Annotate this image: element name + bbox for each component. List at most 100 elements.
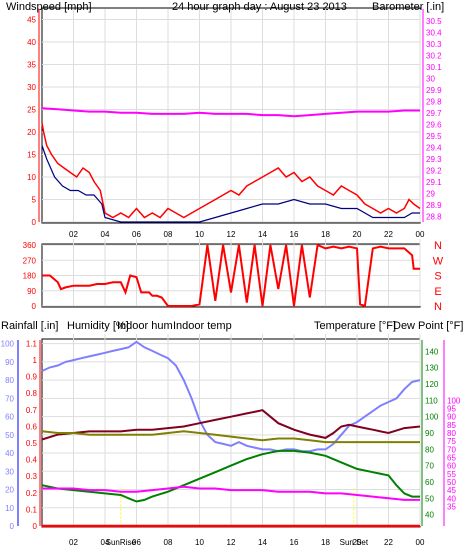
barometer-tick-label: 29.6 bbox=[426, 120, 442, 129]
humidity-tick-label: 90 bbox=[5, 358, 14, 367]
windspeed-tick-label: 15 bbox=[27, 151, 36, 160]
sun-marker-label: SunRise bbox=[106, 538, 137, 547]
windspeed-tick-label: 0 bbox=[32, 218, 37, 227]
compass-label: E bbox=[434, 286, 441, 298]
humidity-tick-label: 20 bbox=[5, 486, 14, 495]
rainfall-tick-label: 1.1 bbox=[26, 339, 38, 348]
legend-indoor-hum: Indoor hum bbox=[117, 320, 173, 332]
dewpoint-tick-label: 40 bbox=[447, 494, 456, 503]
humidity-tick-label: 70 bbox=[5, 394, 14, 403]
windspeed-tick-label: 40 bbox=[27, 38, 36, 47]
x-tick-label-wind: 00 bbox=[416, 230, 425, 239]
humidity-tick-label: 0 bbox=[10, 522, 15, 531]
rainfall-tick-label: 0 bbox=[33, 522, 38, 531]
windspeed-tick-label: 25 bbox=[27, 106, 36, 115]
x-tick-label-climate: 10 bbox=[195, 538, 204, 547]
temperature-tick-label: 140 bbox=[425, 347, 439, 356]
chart-title: 24 hour graph day : August 23 2013 bbox=[172, 1, 347, 13]
direction-tick-label: 270 bbox=[23, 256, 37, 265]
barometer-tick-label: 30.2 bbox=[426, 51, 442, 60]
dewpoint-tick-label: 90 bbox=[447, 413, 456, 422]
barometer-tick-label: 29 bbox=[426, 189, 435, 198]
x-tick-label-climate: 04 bbox=[101, 538, 110, 547]
temperature-tick-label: 120 bbox=[425, 380, 439, 389]
barometer-tick-label: 29.2 bbox=[426, 166, 442, 175]
humidity-tick-label: 60 bbox=[5, 413, 14, 422]
temperature-tick-label: 60 bbox=[425, 478, 434, 487]
rainfall-tick-label: 0.7 bbox=[26, 406, 38, 415]
temperature-tick-label: 130 bbox=[425, 364, 439, 373]
dewpoint-tick-label: 70 bbox=[447, 445, 456, 454]
indoor-hum-series-line bbox=[41, 430, 420, 444]
barometer-series-line bbox=[41, 107, 420, 118]
x-tick-label-climate: 06 bbox=[132, 538, 141, 547]
rainfall-tick-label: 0.6 bbox=[26, 422, 38, 431]
barometer-tick-label: 30.5 bbox=[426, 17, 442, 26]
dewpoint-tick-label: 85 bbox=[447, 421, 456, 430]
rainfall-tick-label: 0.3 bbox=[26, 472, 38, 481]
x-tick-label-wind: 04 bbox=[101, 230, 110, 239]
windspeed-tick-label: 35 bbox=[27, 61, 36, 70]
x-tick-label-wind: 20 bbox=[353, 230, 362, 239]
humidity-tick-label: 30 bbox=[5, 467, 14, 476]
barometer-tick-label: 30.1 bbox=[426, 63, 442, 72]
temperature-tick-label: 110 bbox=[425, 396, 438, 405]
barometer-tick-label: 29.8 bbox=[426, 97, 442, 106]
x-tick-label-wind: 02 bbox=[69, 230, 78, 239]
dewpoint-tick-label: 100 bbox=[447, 396, 461, 405]
x-tick-label-climate: 18 bbox=[321, 538, 330, 547]
rainfall-tick-label: 0.1 bbox=[26, 505, 38, 514]
sun-marker-label: Sun Set bbox=[340, 538, 369, 547]
dewpoint-tick-label: 80 bbox=[447, 429, 456, 438]
legend-rainfall: Rainfall [.in] bbox=[1, 320, 58, 332]
barometer-tick-label: 30.3 bbox=[426, 40, 442, 49]
x-tick-label-climate: 02 bbox=[69, 538, 78, 547]
dewpoint-tick-label: 45 bbox=[447, 486, 456, 495]
temperature-series-line bbox=[41, 449, 420, 503]
windspeed-tick-label: 30 bbox=[27, 83, 36, 92]
x-tick-label-wind: 08 bbox=[164, 230, 173, 239]
legend-dew-point: Dew Point [°F] bbox=[393, 320, 463, 332]
rainfall-tick-label: 0.5 bbox=[26, 439, 38, 448]
rainfall-tick-label: 0.2 bbox=[26, 489, 38, 498]
x-tick-label-climate: 08 bbox=[164, 538, 173, 547]
temperature-tick-label: 90 bbox=[425, 429, 434, 438]
windspeed-series-line bbox=[41, 122, 421, 219]
compass-label: N bbox=[434, 301, 442, 313]
barometer-tick-label: 30.4 bbox=[426, 28, 442, 37]
temperature-tick-label: 70 bbox=[425, 462, 434, 471]
windspeed-tick-label: 5 bbox=[32, 196, 37, 205]
humidity-tick-label: 10 bbox=[5, 504, 14, 513]
x-tick-label-climate: 00 bbox=[416, 538, 425, 547]
x-tick-label-wind: 06 bbox=[132, 230, 141, 239]
compass-label: W bbox=[433, 255, 444, 267]
average-windspeed-series-line bbox=[41, 145, 420, 223]
compass-label: N bbox=[434, 240, 442, 252]
compass-label: S bbox=[434, 271, 441, 283]
barometer-tick-label: 29.5 bbox=[426, 132, 442, 141]
windspeed-axis-label: Windspeed [mph] bbox=[6, 1, 92, 13]
dewpoint-series-line bbox=[42, 485, 420, 501]
barometer-tick-label: 29.4 bbox=[426, 143, 442, 152]
dewpoint-tick-label: 50 bbox=[447, 478, 456, 487]
x-tick-label-wind: 16 bbox=[290, 230, 299, 239]
barometer-tick-label: 30 bbox=[426, 74, 435, 83]
barometer-tick-label: 29.1 bbox=[426, 178, 442, 187]
direction-tick-label: 180 bbox=[23, 272, 37, 281]
direction-tick-label: 360 bbox=[23, 241, 37, 250]
legend-indoor-temp: Indoor temp bbox=[173, 320, 232, 332]
x-tick-label-wind: 12 bbox=[227, 230, 236, 239]
rainfall-tick-label: 0.8 bbox=[26, 389, 38, 398]
direction-tick-label: 0 bbox=[32, 302, 37, 311]
dewpoint-tick-label: 60 bbox=[447, 462, 456, 471]
barometer-tick-label: 29.7 bbox=[426, 109, 442, 118]
windspeed-tick-label: 20 bbox=[27, 128, 36, 137]
x-tick-label-climate: 22 bbox=[384, 538, 393, 547]
barometer-tick-label: 29.3 bbox=[426, 155, 442, 164]
temperature-tick-label: 40 bbox=[425, 511, 434, 520]
humidity-tick-label: 80 bbox=[5, 376, 14, 385]
legend-temperature: Temperature [°F] bbox=[314, 320, 396, 332]
x-tick-label-climate: 20 bbox=[353, 538, 362, 547]
x-tick-label-wind: 18 bbox=[321, 230, 330, 239]
